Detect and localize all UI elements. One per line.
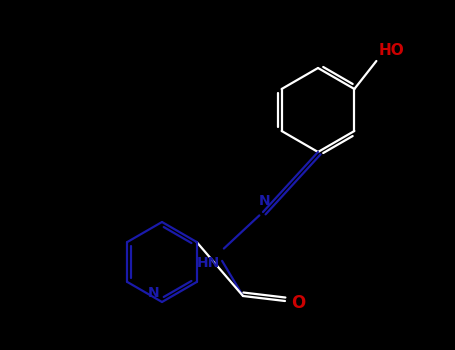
Text: HO: HO <box>379 43 404 58</box>
Text: N: N <box>147 286 159 300</box>
Text: N: N <box>259 194 271 208</box>
Text: O: O <box>291 294 305 312</box>
Text: HN: HN <box>197 256 220 270</box>
